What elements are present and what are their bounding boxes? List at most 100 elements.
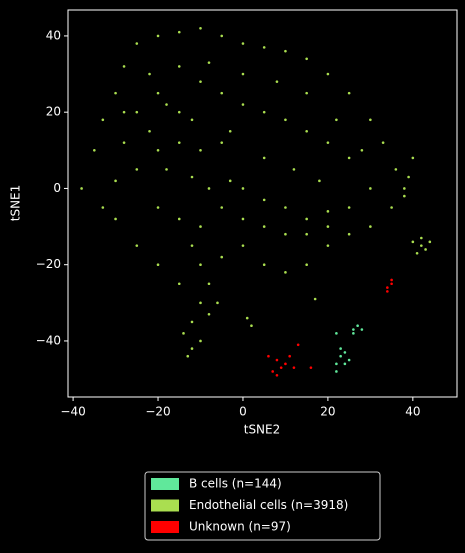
point (190, 244, 194, 247)
point (262, 46, 266, 49)
point (369, 225, 372, 228)
y-tick-label: 40 (46, 28, 61, 42)
point (220, 141, 224, 144)
point (347, 156, 351, 160)
point (411, 156, 415, 160)
point (199, 263, 202, 266)
point (122, 110, 126, 114)
x-tick-label: 0 (239, 405, 247, 419)
point (182, 332, 185, 335)
point (93, 149, 96, 152)
point (424, 248, 427, 251)
point (190, 320, 194, 324)
point (262, 110, 266, 114)
point (411, 240, 415, 244)
point (284, 206, 287, 209)
legend-box (144, 471, 381, 541)
point (177, 141, 181, 144)
point (156, 34, 160, 38)
y-tick-label: 20 (46, 105, 61, 119)
point (114, 179, 117, 183)
point (220, 206, 224, 209)
point (207, 187, 211, 190)
point (335, 362, 338, 366)
x-tick-label: 40 (405, 405, 420, 419)
point (339, 354, 342, 358)
point (390, 206, 393, 209)
point (326, 72, 330, 76)
x-tick-label: 20 (320, 405, 335, 419)
point (241, 42, 245, 45)
point (165, 103, 168, 106)
point (347, 358, 351, 362)
point (148, 129, 151, 133)
point (326, 210, 330, 213)
point (313, 297, 317, 301)
x-axis-label: tSNE2 (244, 423, 281, 437)
point (177, 217, 181, 221)
legend-label: B cells (n=144) (189, 477, 282, 491)
point (190, 118, 194, 122)
point (135, 42, 139, 45)
point (347, 206, 351, 209)
point (199, 80, 202, 83)
point (245, 316, 249, 320)
point (305, 129, 308, 133)
point (262, 263, 266, 266)
point (228, 129, 232, 133)
point (326, 244, 330, 247)
legend-label: Endothelial cells (n=3918) (189, 498, 348, 512)
point (292, 366, 296, 369)
point (284, 118, 287, 122)
point (288, 354, 291, 358)
point (190, 175, 194, 179)
point (305, 91, 308, 95)
point (326, 225, 330, 228)
point (220, 91, 224, 95)
plot-frame (67, 9, 458, 398)
point (369, 187, 372, 190)
point (305, 232, 308, 236)
point (428, 240, 432, 244)
point (296, 343, 300, 347)
point (279, 366, 283, 369)
point (347, 232, 351, 236)
legend-label: Unknown (n=97) (189, 520, 291, 534)
x-tick-label: −20 (145, 405, 170, 419)
point (250, 324, 253, 328)
point (148, 72, 151, 76)
point (177, 30, 181, 34)
point (135, 244, 139, 247)
y-tick-label: −40 (36, 333, 61, 347)
point (241, 217, 245, 221)
point (207, 282, 211, 286)
point (305, 217, 308, 221)
point (267, 354, 270, 358)
point (220, 34, 224, 38)
point (135, 110, 139, 114)
point (343, 362, 347, 366)
point (347, 91, 351, 95)
point (114, 91, 117, 95)
point (80, 187, 83, 190)
point (156, 91, 160, 95)
point (335, 370, 338, 373)
point (207, 312, 211, 316)
point (190, 347, 194, 350)
point (199, 27, 202, 30)
point (177, 65, 181, 68)
point (284, 49, 287, 53)
point (186, 354, 190, 358)
point (381, 141, 385, 144)
point (199, 339, 202, 343)
point (241, 103, 245, 106)
point (386, 286, 389, 289)
legend-swatch (151, 521, 179, 533)
point (114, 217, 117, 221)
point (156, 206, 160, 209)
point (284, 271, 287, 274)
point (262, 225, 266, 228)
